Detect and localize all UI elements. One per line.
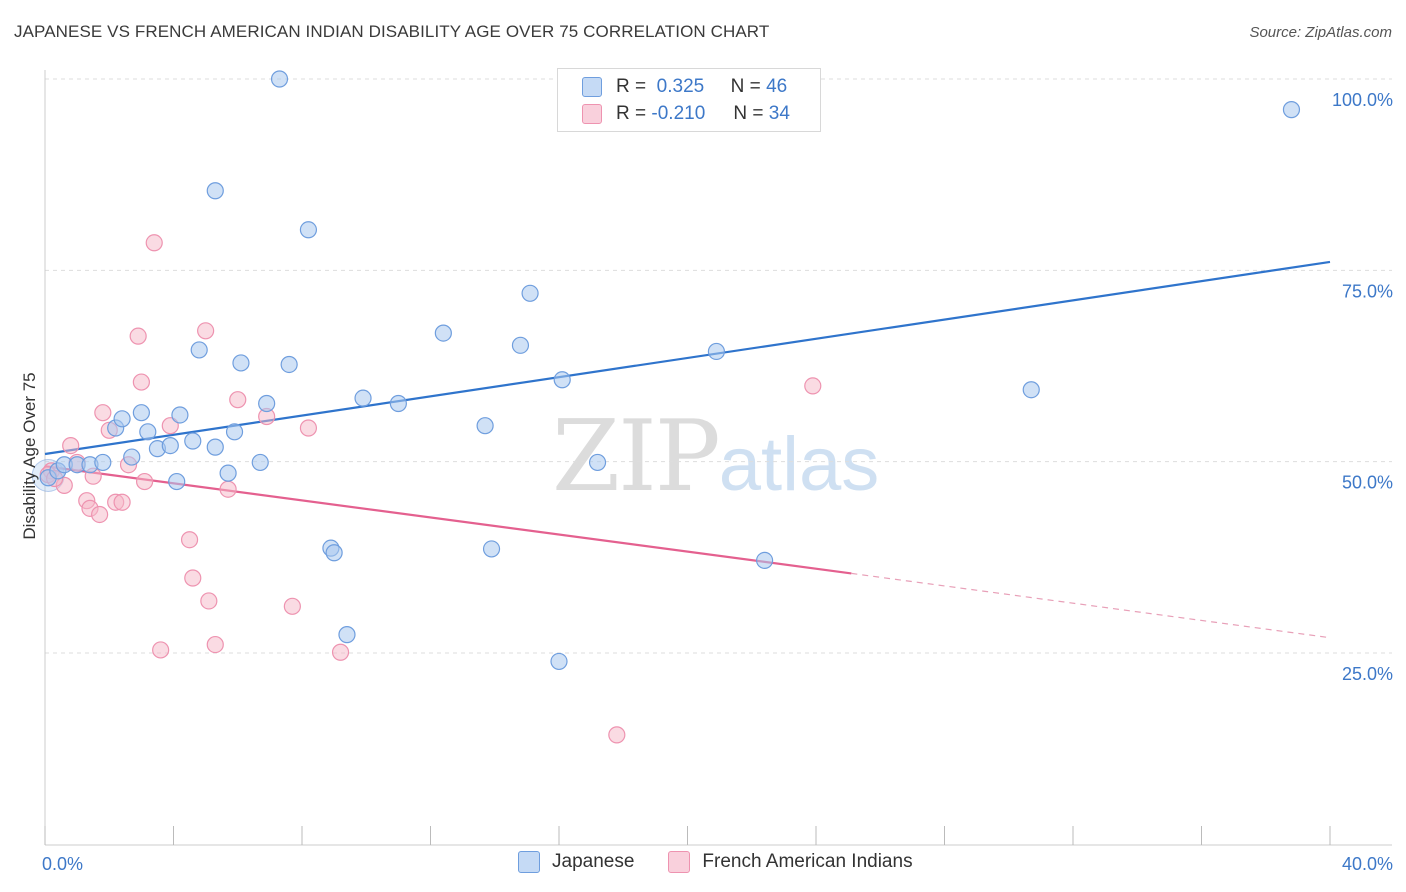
legend-n-key: N = bbox=[730, 76, 761, 97]
point-japanese bbox=[206, 182, 224, 200]
point-japanese bbox=[521, 284, 539, 302]
point-japanese bbox=[511, 336, 530, 354]
legend-n-key: N = bbox=[733, 103, 764, 124]
point-french bbox=[129, 327, 147, 345]
point-japanese bbox=[123, 448, 141, 466]
point-french bbox=[135, 472, 154, 491]
point-japanese bbox=[1022, 381, 1040, 399]
point-french bbox=[113, 493, 131, 511]
x-tick-label: 40.0% bbox=[1342, 854, 1393, 874]
point-french bbox=[152, 641, 170, 659]
legend-item-japanese: Japanese bbox=[518, 851, 634, 873]
point-japanese bbox=[325, 544, 343, 562]
point-french bbox=[331, 643, 350, 661]
point-french bbox=[180, 531, 199, 549]
point-french bbox=[219, 480, 237, 498]
point-french bbox=[197, 322, 215, 340]
legend-r-key: R = bbox=[616, 76, 647, 97]
axes bbox=[44, 70, 1392, 846]
point-japanese bbox=[338, 626, 356, 644]
x-tick-label: 0.0% bbox=[42, 854, 83, 874]
y-tick-label: 25.0% bbox=[1342, 664, 1393, 684]
point-japanese bbox=[139, 423, 157, 441]
point-french bbox=[145, 234, 163, 252]
y-tick-label: 50.0% bbox=[1342, 473, 1393, 493]
correlation-legend: R = 0.325 N = 46 R = -0.210 N = 34 bbox=[557, 68, 821, 132]
point-french bbox=[91, 505, 109, 524]
point-japanese bbox=[553, 371, 571, 389]
point-japanese bbox=[299, 221, 318, 239]
legend-r-value: -0.210 bbox=[651, 103, 706, 124]
y-tick-label: 75.0% bbox=[1342, 281, 1393, 301]
series-legend: Japanese French American Indians bbox=[518, 851, 947, 873]
point-french bbox=[200, 592, 218, 610]
point-japanese bbox=[225, 423, 244, 441]
point-japanese bbox=[184, 432, 202, 450]
point-french bbox=[206, 635, 224, 654]
legend-r-key: R = bbox=[616, 103, 647, 124]
tick-labels: 25.0% 50.0% 75.0% 100.0% 0.0% 40.0% Disability… bbox=[20, 90, 1393, 874]
point-japanese bbox=[550, 652, 568, 671]
point-japanese bbox=[132, 404, 150, 422]
point-japanese bbox=[206, 438, 224, 456]
legend-label-french: French American Indians bbox=[702, 851, 913, 872]
trend-lines bbox=[44, 260, 1331, 639]
legend-n-value: 46 bbox=[766, 76, 788, 97]
point-french bbox=[299, 419, 318, 437]
point-french bbox=[283, 597, 301, 615]
y-tick-label: 100.0% bbox=[1332, 90, 1393, 110]
y-axis-label: Disability Age Over 75 bbox=[20, 372, 39, 539]
watermark: ZIPatlas bbox=[552, 400, 879, 514]
legend-r-value: 0.325 bbox=[656, 76, 705, 97]
legend-swatch-french bbox=[582, 104, 602, 124]
point-japanese bbox=[588, 453, 607, 472]
point-japanese bbox=[270, 70, 289, 88]
legend-swatch-japanese bbox=[582, 77, 602, 97]
point-french bbox=[229, 391, 247, 409]
point-french bbox=[132, 373, 150, 391]
point-japanese bbox=[280, 355, 298, 374]
point-french bbox=[94, 404, 112, 422]
legend-n-value: 34 bbox=[768, 103, 790, 124]
chart-title: JAPANESE VS FRENCH AMERICAN INDIAN DISAB… bbox=[14, 22, 770, 41]
legend-row-french: R = -0.210 N = 34 bbox=[582, 102, 790, 126]
point-japanese bbox=[190, 341, 208, 359]
trend-line-japanese bbox=[44, 260, 1331, 456]
point-japanese bbox=[161, 436, 179, 455]
point-japanese bbox=[113, 410, 131, 428]
point-french bbox=[608, 726, 626, 744]
point-japanese bbox=[251, 453, 269, 472]
trend-line-french-extension bbox=[851, 572, 1331, 639]
legend-row-japanese: R = 0.325 N = 46 bbox=[582, 75, 787, 99]
point-japanese bbox=[171, 406, 189, 424]
point-french bbox=[62, 436, 80, 455]
watermark-atlas: atlas bbox=[718, 422, 880, 507]
point-japanese bbox=[168, 472, 186, 491]
data-points bbox=[31, 70, 1301, 744]
point-japanese bbox=[434, 324, 452, 342]
point-japanese bbox=[476, 417, 494, 435]
trend-line-french bbox=[44, 465, 852, 575]
point-japanese bbox=[1282, 101, 1301, 119]
point-japanese bbox=[354, 389, 372, 407]
watermark-zip: ZIP bbox=[552, 400, 721, 514]
point-japanese bbox=[707, 342, 726, 361]
point-japanese bbox=[258, 394, 276, 413]
point-french bbox=[184, 569, 202, 587]
point-french bbox=[161, 417, 179, 435]
legend-swatch-french bbox=[668, 851, 691, 873]
legend-swatch-japanese bbox=[518, 851, 540, 873]
legend-label-japanese: Japanese bbox=[552, 851, 635, 872]
point-japanese bbox=[482, 540, 501, 558]
point-japanese bbox=[232, 354, 250, 372]
point-japanese bbox=[219, 464, 237, 482]
point-japanese bbox=[389, 394, 407, 413]
point-french bbox=[804, 377, 822, 395]
source-label: Source: ZipAtlas.com bbox=[1249, 24, 1392, 41]
legend-item-french: French American Indians bbox=[668, 851, 913, 873]
point-japanese bbox=[755, 551, 774, 569]
point-japanese bbox=[94, 453, 112, 472]
